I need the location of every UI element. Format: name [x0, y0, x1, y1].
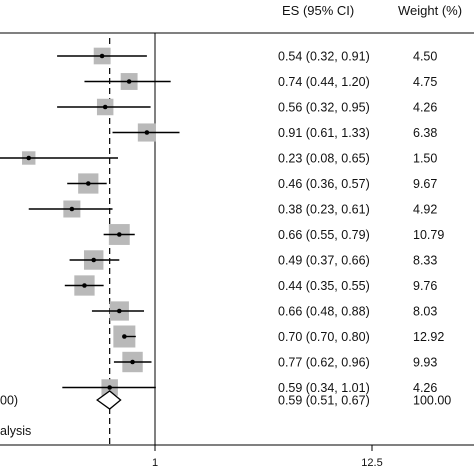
point-estimate: [91, 257, 97, 263]
point-estimate: [130, 359, 135, 365]
x-tick-label-1: 1: [152, 457, 158, 469]
es-ci-text: 0.77 (0.62, 0.96): [278, 356, 370, 370]
point-estimate: [107, 385, 112, 390]
es-ci-text: 0.49 (0.37, 0.66): [278, 254, 370, 268]
overall-weight-text: 100.00: [413, 394, 451, 408]
study-row: 0.38 (0.23, 0.61) 4.92: [28, 200, 437, 218]
weight-text: 9.76: [413, 279, 437, 293]
es-ci-text: 0.38 (0.23, 0.61): [278, 203, 370, 217]
point-estimate: [144, 130, 150, 135]
footer-note: alysis: [0, 424, 31, 438]
point-estimate: [99, 53, 105, 59]
study-row: 0.54 (0.32, 0.91) 4.50: [57, 47, 437, 65]
study-row: 0.74 (0.44, 1.20) 4.75: [84, 73, 437, 90]
weight-text: 4.92: [413, 203, 437, 217]
table-header: ES (95% CI) Weight (%): [282, 3, 462, 18]
weight-text: 8.33: [413, 254, 437, 268]
weight-column-header: Weight (%): [398, 3, 462, 18]
study-row: 0.70 (0.70, 0.80) 12.92: [113, 325, 444, 348]
point-estimate: [85, 181, 91, 186]
es-ci-text: 0.23 (0.08, 0.65): [278, 152, 370, 166]
weight-text: 9.67: [413, 177, 437, 191]
study-row: 0.44 (0.35, 0.55) 9.76: [64, 275, 437, 296]
weight-text: 12.92: [413, 330, 444, 344]
point-estimate: [117, 232, 122, 237]
weight-text: 4.26: [413, 101, 437, 115]
overall-row: 00) 0.59 (0.51, 0.67) 100.00: [0, 390, 451, 410]
study-row: 0.23 (0.08, 0.65) 1.50: [0, 151, 437, 166]
point-estimate: [126, 79, 132, 84]
weight-text: 4.75: [413, 75, 437, 89]
overall-label: 00): [0, 394, 18, 408]
weight-text: 9.93: [413, 356, 437, 370]
point-estimate: [26, 155, 32, 161]
point-estimate: [117, 308, 122, 314]
x-tick-label-12.5: 12.5: [361, 457, 382, 469]
study-row: 0.46 (0.36, 0.57) 9.67: [67, 173, 437, 194]
es-ci-text: 0.56 (0.32, 0.95): [278, 101, 370, 115]
point-estimate: [82, 283, 87, 288]
weight-text: 4.26: [413, 381, 437, 395]
study-row: 0.59 (0.34, 1.01) 4.26: [62, 379, 437, 396]
point-estimate: [102, 104, 108, 110]
study-row: 0.49 (0.37, 0.66) 8.33: [69, 250, 437, 270]
es-ci-text: 0.54 (0.32, 0.91): [278, 50, 370, 64]
es-ci-text: 0.44 (0.35, 0.55): [278, 279, 370, 293]
study-row: 0.66 (0.48, 0.88) 8.03: [91, 301, 437, 321]
study-row: 0.77 (0.62, 0.96) 9.93: [113, 351, 437, 373]
study-row: 0.66 (0.55, 0.79) 10.79: [103, 224, 444, 245]
es-ci-text: 0.70 (0.70, 0.80): [278, 330, 370, 344]
study-rows: 0.54 (0.32, 0.91) 4.50 0.74 (0.44, 1.20) 4.…: [0, 47, 444, 396]
es-ci-text: 0.66 (0.48, 0.88): [278, 305, 370, 319]
weight-text: 6.38: [413, 126, 437, 140]
weight-text: 1.50: [413, 152, 437, 166]
point-estimate: [69, 206, 75, 212]
es-ci-text: 0.66 (0.55, 0.79): [278, 228, 370, 242]
study-row: 0.91 (0.61, 1.33) 6.38: [112, 123, 437, 142]
es-ci-text: 0.74 (0.44, 1.20): [278, 75, 370, 89]
weight-text: 10.79: [413, 228, 444, 242]
overall-es-ci-text: 0.59 (0.51, 0.67): [278, 394, 370, 408]
pooled-diamond: [96, 390, 122, 410]
es-ci-text: 0.46 (0.36, 0.57): [278, 177, 370, 191]
es-column-header: ES (95% CI): [282, 3, 354, 18]
point-estimate: [122, 334, 127, 339]
study-row: 0.56 (0.32, 0.95) 4.26: [57, 98, 437, 116]
es-ci-text: 0.91 (0.61, 1.33): [278, 126, 370, 140]
weight-text: 8.03: [413, 305, 437, 319]
es-ci-text: 0.59 (0.34, 1.01): [278, 381, 370, 395]
x-axis: 1 12.5: [0, 444, 474, 469]
weight-text: 4.50: [413, 50, 437, 64]
